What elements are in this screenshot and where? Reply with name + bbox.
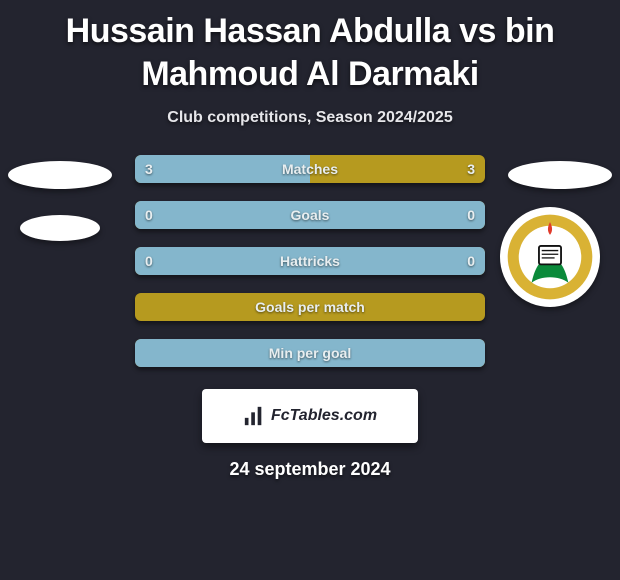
stat-label: Min per goal [135,339,485,367]
snapshot-date: 24 september 2024 [0,459,620,480]
stat-bar: 00Goals [135,201,485,229]
player-left-badge-2 [20,215,100,241]
stat-bar: Goals per match [135,293,485,321]
page-subtitle: Club competitions, Season 2024/2025 [0,109,620,127]
player-left-badge-1 [8,161,112,189]
stat-bar: 33Matches [135,155,485,183]
player-right-badge-1 [508,161,612,189]
stat-label: Goals [135,201,485,229]
brand-box: FcTables.com [202,389,418,443]
stat-bars: 33Matches 00Goals 00Hattricks Goals per mat… [135,155,485,367]
stat-bar: Min per goal [135,339,485,367]
stat-label: Hattricks [135,247,485,275]
stat-bar: 00Hattricks [135,247,485,275]
comparison-arena: 33Matches 00Goals 00Hattricks Goals per mat… [0,155,620,367]
brand-text: FcTables.com [271,407,377,425]
player-right-crest [500,207,600,307]
stat-label: Matches [135,155,485,183]
page-title: Hussain Hassan Abdulla vs bin Mahmoud Al… [0,0,620,95]
crest-icon [504,211,596,303]
stat-label: Goals per match [135,293,485,321]
brand-chart-icon [243,405,265,427]
